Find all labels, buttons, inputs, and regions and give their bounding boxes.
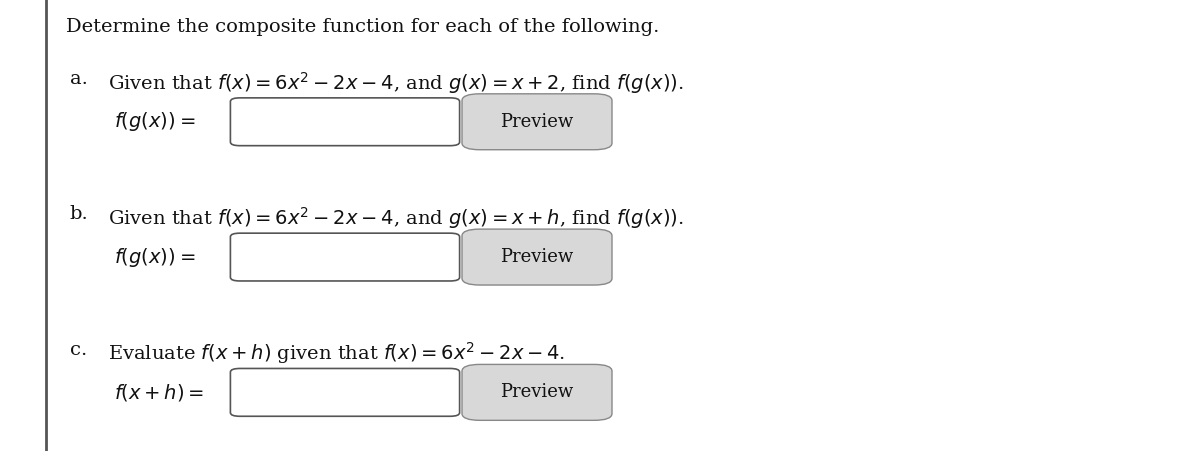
FancyBboxPatch shape <box>462 94 612 150</box>
FancyBboxPatch shape <box>230 98 460 146</box>
Text: Evaluate $f(x + h)$ given that $f(x) = 6x^2 - 2x - 4$.: Evaluate $f(x + h)$ given that $f(x) = 6… <box>108 341 565 366</box>
FancyBboxPatch shape <box>230 233 460 281</box>
FancyBboxPatch shape <box>462 229 612 285</box>
Text: Given that $f(x) = 6x^2 - 2x - 4$, and $g(x) = x + 2$, find $f(g(x))$.: Given that $f(x) = 6x^2 - 2x - 4$, and $… <box>108 70 684 96</box>
Text: Preview: Preview <box>500 383 574 401</box>
Text: $f(g(x)) =$: $f(g(x)) =$ <box>114 246 196 268</box>
Text: a.: a. <box>70 70 88 88</box>
Text: b.: b. <box>70 205 89 223</box>
Text: $f(x + h) =$: $f(x + h) =$ <box>114 382 204 403</box>
FancyBboxPatch shape <box>230 368 460 416</box>
Text: c.: c. <box>70 341 86 359</box>
Text: Preview: Preview <box>500 248 574 266</box>
FancyBboxPatch shape <box>462 364 612 420</box>
Text: Preview: Preview <box>500 113 574 131</box>
Text: $f(g(x)) =$: $f(g(x)) =$ <box>114 110 196 133</box>
Text: Given that $f(x) = 6x^2 - 2x - 4$, and $g(x) = x + h$, find $f(g(x))$.: Given that $f(x) = 6x^2 - 2x - 4$, and $… <box>108 205 684 231</box>
Text: Determine the composite function for each of the following.: Determine the composite function for eac… <box>66 18 659 36</box>
